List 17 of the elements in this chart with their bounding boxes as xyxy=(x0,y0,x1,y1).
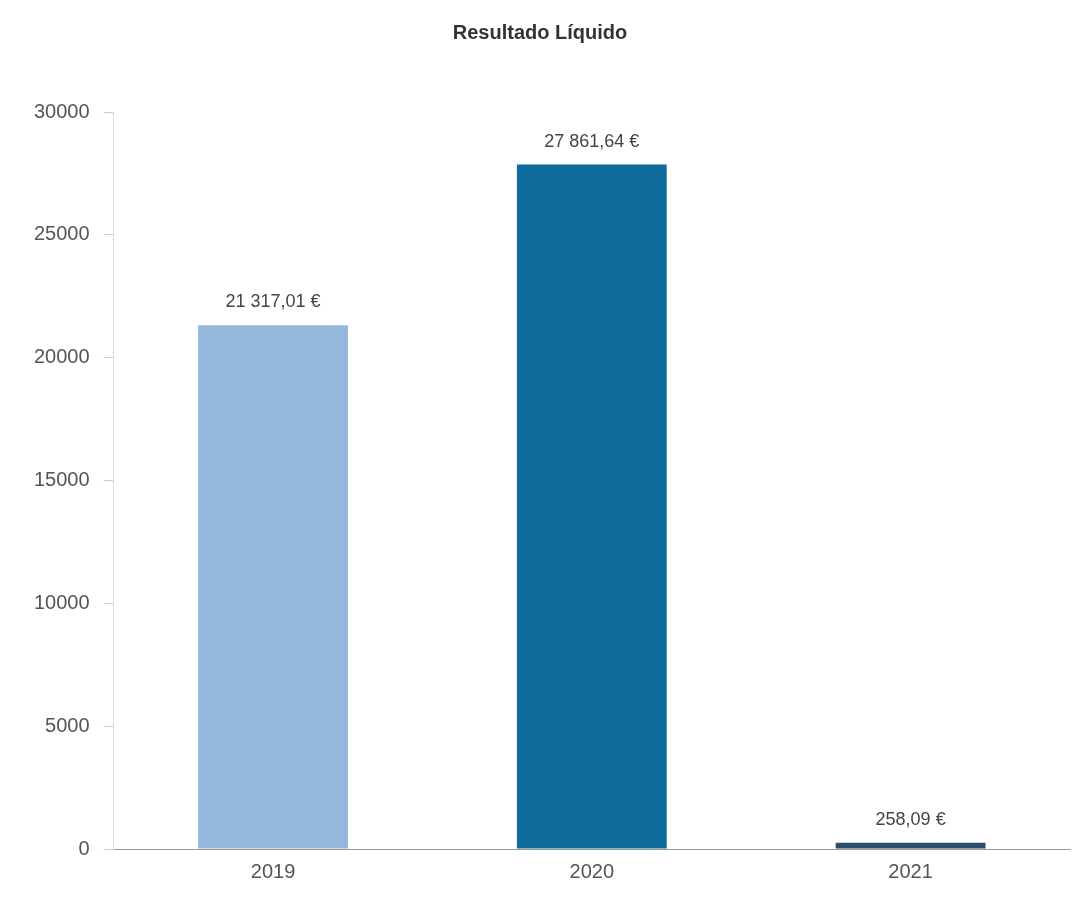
bar xyxy=(198,325,348,849)
data-label: 21 317,01 € xyxy=(225,291,321,312)
y-tick-label: 10000 xyxy=(33,590,90,613)
y-tick-label: 30000 xyxy=(33,99,90,122)
bar xyxy=(835,842,986,849)
y-tick-label: 5000 xyxy=(45,713,90,736)
x-tick-label: 2020 xyxy=(569,859,615,882)
chart-title: Resultado Líquido xyxy=(451,20,629,45)
x-tick-label: 2021 xyxy=(888,859,933,882)
y-tick-label: 20000 xyxy=(33,345,90,368)
y-tick-label: 0 xyxy=(78,836,90,859)
y-tick-label: 25000 xyxy=(33,222,90,245)
bar xyxy=(516,164,667,849)
data-label: 258,09 € xyxy=(875,808,946,829)
y-tick-label: 15000 xyxy=(33,468,90,491)
x-tick-label: 2019 xyxy=(250,859,296,882)
data-label: 27 861,64 € xyxy=(544,130,640,151)
